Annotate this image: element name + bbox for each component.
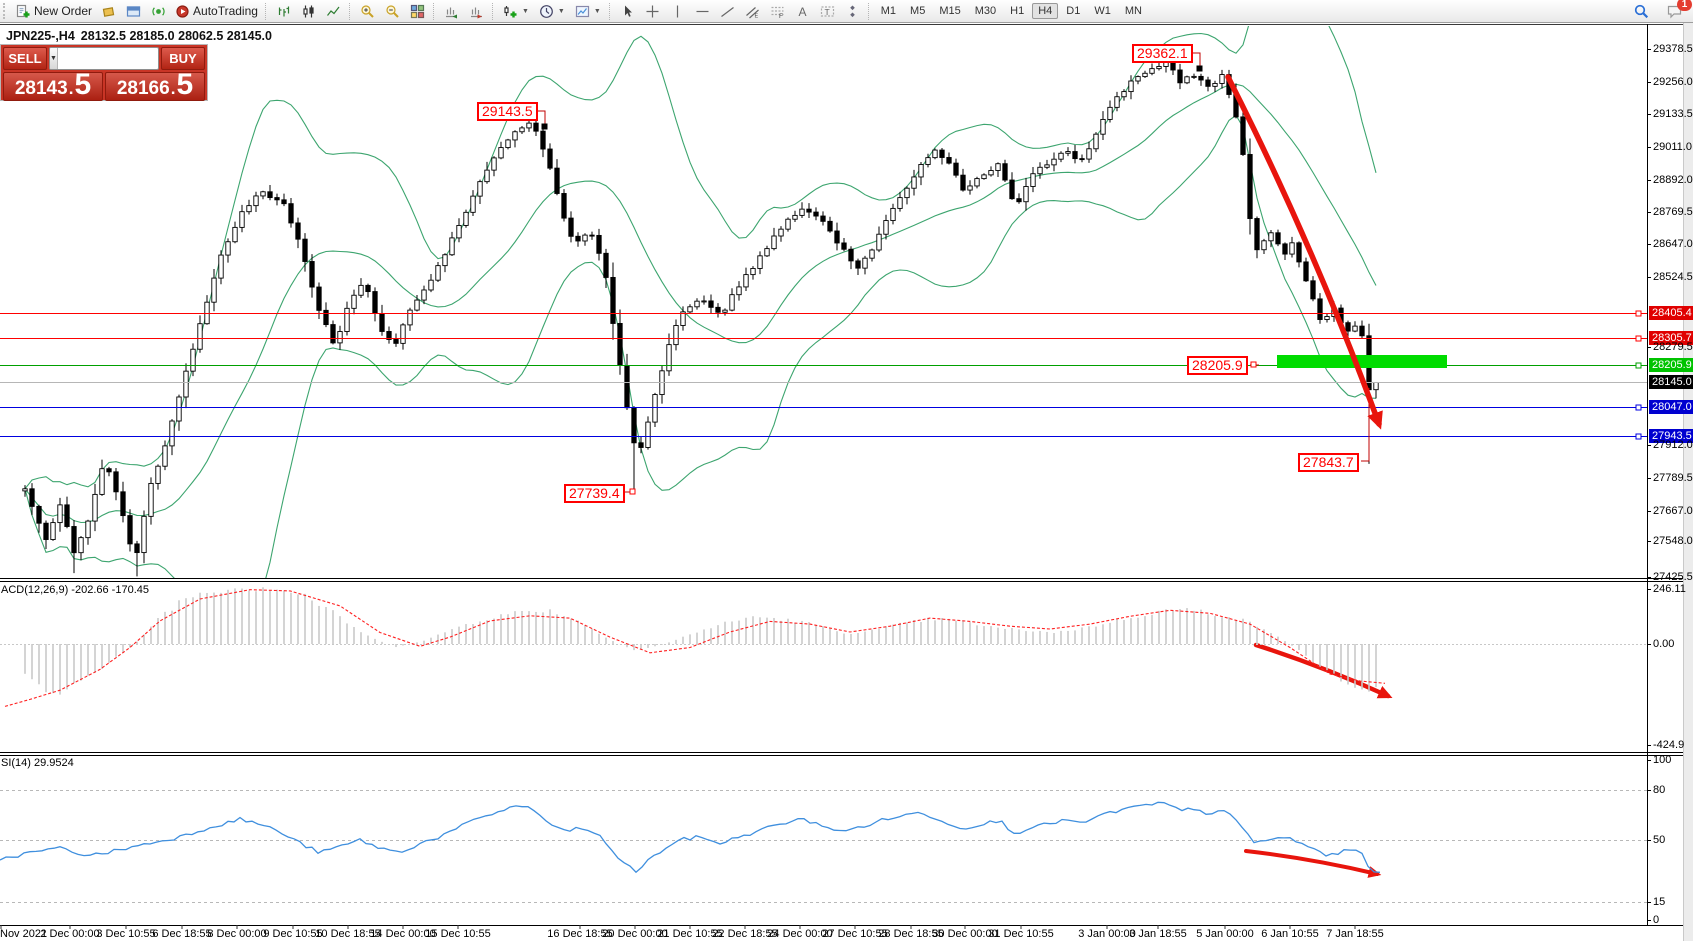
chevron-down-icon: ▼	[593, 7, 601, 15]
signals-icon[interactable]	[146, 1, 171, 22]
notification-badge: 1	[1677, 0, 1692, 11]
text-icon[interactable]: A	[790, 1, 815, 22]
search-icon[interactable]	[1629, 1, 1654, 22]
crosshair-icon[interactable]	[640, 1, 665, 22]
periods-icon[interactable]: ▼	[534, 1, 570, 22]
bar-chart-icon[interactable]	[271, 1, 296, 22]
timeframe-m30-button[interactable]: M30	[974, 5, 997, 17]
chat-icon[interactable]: 1	[1662, 0, 1692, 22]
sell-price[interactable]: 28143 . 5	[3, 70, 103, 101]
window-edge	[1683, 23, 1693, 941]
ohlc-values: 28132.5 28185.0 28062.5 28145.0	[80, 29, 272, 43]
line-handle[interactable]	[1635, 310, 1642, 317]
candlestick-icon[interactable]	[296, 1, 321, 22]
toolbar-separator	[348, 2, 352, 20]
symbol-period-label: JPN225-,H4	[6, 29, 75, 43]
timeframe-mn-button[interactable]: MN	[1124, 5, 1142, 17]
autotrading-label: AutoTrading	[193, 4, 258, 18]
toolbar-grip[interactable]	[3, 3, 9, 19]
volume-decrease-button[interactable]: ▼	[50, 48, 58, 69]
line-chart-icon[interactable]	[321, 1, 346, 22]
buy-price[interactable]: 28166 . 5	[105, 70, 205, 101]
trend-arrow[interactable]	[1244, 849, 1382, 878]
deposit-icon[interactable]	[96, 1, 121, 22]
cursor-icon[interactable]	[615, 1, 640, 22]
svg-text:A: A	[798, 5, 806, 19]
macd-histogram	[24, 587, 1377, 695]
buy-button[interactable]: BUY	[161, 47, 205, 70]
candles-layer	[22, 53, 1379, 577]
templates-icon[interactable]: ▼	[570, 1, 606, 22]
rsi-line	[0, 801, 1381, 874]
sell-button[interactable]: SELL	[3, 47, 47, 70]
auto-scroll-icon[interactable]	[439, 1, 464, 22]
zoom-in-icon[interactable]	[355, 1, 380, 22]
channel-icon[interactable]: E	[740, 1, 765, 22]
one-click-trading-panel: SELL ▼ ▲ BUY 28143 . 5 28166 . 5	[0, 44, 208, 101]
terminal-icon[interactable]	[121, 1, 146, 22]
vertical-line-icon[interactable]	[665, 1, 690, 22]
chart-header: JPN225-,H4 28132.5 28185.0 28062.5 28145.…	[6, 29, 278, 43]
timeframe-m15-button[interactable]: M15	[939, 5, 961, 17]
timeframe-w1-button[interactable]: W1	[1094, 5, 1111, 17]
toolbar-separator	[867, 2, 871, 20]
new-order-label: New Order	[34, 4, 93, 18]
line-handle[interactable]	[1635, 433, 1642, 440]
volume-input[interactable]	[57, 50, 158, 67]
timeframe-d1-button[interactable]: D1	[1066, 5, 1081, 17]
toolbar: New Order AutoTrading ▼ ▼ ▼ E F A T M1 M5 M15 M30 H1 H…	[0, 0, 1693, 23]
new-order-button[interactable]: New Order	[12, 2, 96, 21]
main-chart-layer	[22, 26, 1379, 578]
fibonacci-icon[interactable]: F	[765, 1, 790, 22]
toolbar-separator	[608, 2, 612, 20]
macd-signal-line	[4, 589, 1386, 707]
toolbar-separator	[264, 2, 268, 20]
tile-windows-icon[interactable]	[405, 1, 430, 22]
toolbar-separator	[432, 2, 436, 20]
trendline-icon[interactable]	[715, 1, 740, 22]
timeframe-h1-button[interactable]: H1	[1010, 5, 1025, 17]
svg-text:T: T	[824, 7, 829, 17]
label-icon[interactable]: T	[815, 1, 840, 22]
timeframe-h4-button[interactable]: H4	[1032, 3, 1059, 19]
svg-text:F: F	[779, 13, 783, 19]
timeframe-m5-button[interactable]: M5	[910, 5, 926, 17]
arrows-icon[interactable]	[840, 1, 865, 22]
chevron-down-icon: ▼	[521, 7, 529, 15]
line-handle[interactable]	[1635, 335, 1642, 342]
support-zone-rectangle[interactable]	[1277, 355, 1447, 368]
horizontal-line-icon[interactable]	[690, 1, 715, 22]
chart-shift-icon[interactable]	[464, 1, 489, 22]
trend-arrow[interactable]	[1253, 642, 1393, 699]
line-handle[interactable]	[1635, 362, 1642, 369]
line-handle[interactable]	[1635, 404, 1642, 411]
svg-text:E: E	[754, 13, 758, 19]
volume-stepper: ▼ ▲	[49, 47, 159, 70]
trend-arrow[interactable]	[1225, 74, 1383, 430]
chevron-down-icon: ▼	[557, 7, 565, 15]
indicators-icon[interactable]: ▼	[498, 1, 534, 22]
timeframe-m1-button[interactable]: M1	[880, 5, 897, 17]
zoom-out-icon[interactable]	[380, 1, 405, 22]
autotrading-button[interactable]: AutoTrading	[171, 2, 262, 21]
toolbar-separator	[491, 2, 495, 20]
